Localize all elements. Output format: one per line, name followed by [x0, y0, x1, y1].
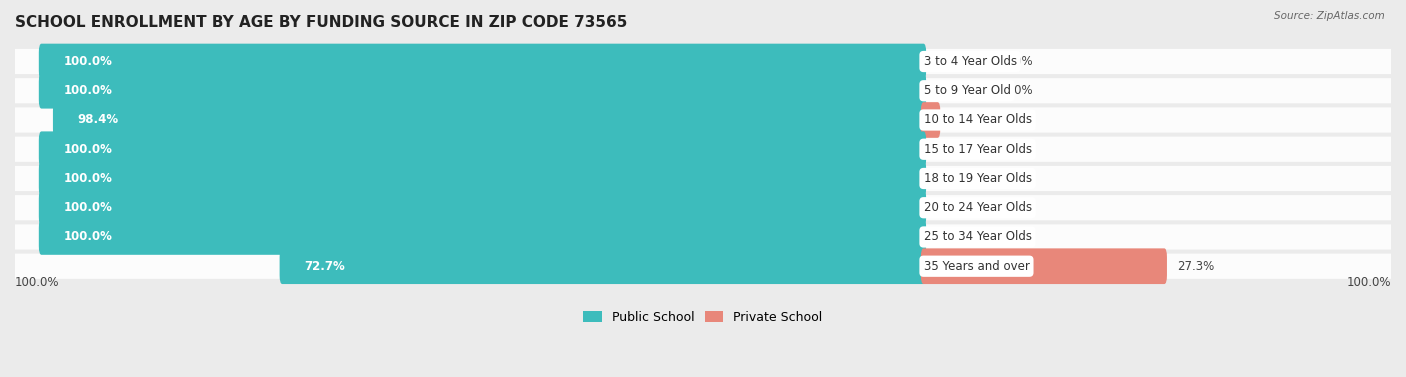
Text: SCHOOL ENROLLMENT BY AGE BY FUNDING SOURCE IN ZIP CODE 73565: SCHOOL ENROLLMENT BY AGE BY FUNDING SOUR…: [15, 15, 627, 30]
FancyBboxPatch shape: [39, 161, 927, 196]
Text: 18 to 19 Year Olds: 18 to 19 Year Olds: [924, 172, 1032, 185]
Text: 100.0%: 100.0%: [63, 201, 112, 214]
FancyBboxPatch shape: [15, 195, 1391, 220]
FancyBboxPatch shape: [39, 44, 927, 79]
Text: 25 to 34 Year Olds: 25 to 34 Year Olds: [924, 230, 1032, 244]
FancyBboxPatch shape: [53, 102, 927, 138]
Text: 0.0%: 0.0%: [1002, 172, 1032, 185]
Text: 100.0%: 100.0%: [63, 230, 112, 244]
Text: 10 to 14 Year Olds: 10 to 14 Year Olds: [924, 113, 1032, 127]
FancyBboxPatch shape: [15, 78, 1391, 103]
Text: 1.6%: 1.6%: [950, 113, 981, 127]
FancyBboxPatch shape: [921, 248, 1167, 284]
Text: 20 to 24 Year Olds: 20 to 24 Year Olds: [924, 201, 1032, 214]
Text: 3 to 4 Year Olds: 3 to 4 Year Olds: [924, 55, 1017, 68]
Text: 0.0%: 0.0%: [1002, 84, 1032, 97]
FancyBboxPatch shape: [39, 73, 927, 109]
Text: 5 to 9 Year Old: 5 to 9 Year Old: [924, 84, 1011, 97]
Text: Source: ZipAtlas.com: Source: ZipAtlas.com: [1274, 11, 1385, 21]
Text: 0.0%: 0.0%: [1002, 230, 1032, 244]
Text: 100.0%: 100.0%: [63, 84, 112, 97]
FancyBboxPatch shape: [15, 137, 1391, 162]
Text: 100.0%: 100.0%: [63, 55, 112, 68]
Text: 0.0%: 0.0%: [1002, 143, 1032, 156]
FancyBboxPatch shape: [280, 248, 927, 284]
Text: 72.7%: 72.7%: [304, 260, 344, 273]
FancyBboxPatch shape: [39, 190, 927, 225]
Text: 35 Years and over: 35 Years and over: [924, 260, 1029, 273]
FancyBboxPatch shape: [15, 107, 1391, 133]
FancyBboxPatch shape: [15, 254, 1391, 279]
FancyBboxPatch shape: [15, 49, 1391, 74]
Text: 98.4%: 98.4%: [77, 113, 118, 127]
FancyBboxPatch shape: [921, 102, 941, 138]
Text: 15 to 17 Year Olds: 15 to 17 Year Olds: [924, 143, 1032, 156]
Text: 100.0%: 100.0%: [15, 276, 59, 289]
Text: 0.0%: 0.0%: [1002, 55, 1032, 68]
FancyBboxPatch shape: [15, 224, 1391, 250]
Text: 0.0%: 0.0%: [1002, 201, 1032, 214]
Text: 100.0%: 100.0%: [63, 172, 112, 185]
Text: 100.0%: 100.0%: [1347, 276, 1391, 289]
FancyBboxPatch shape: [15, 166, 1391, 191]
Text: 100.0%: 100.0%: [63, 143, 112, 156]
FancyBboxPatch shape: [39, 132, 927, 167]
Text: 27.3%: 27.3%: [1178, 260, 1215, 273]
FancyBboxPatch shape: [39, 219, 927, 255]
Legend: Public School, Private School: Public School, Private School: [578, 306, 828, 329]
